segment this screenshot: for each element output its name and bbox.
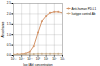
svg-text:10⁻¹: 10⁻¹ [27,57,32,61]
svg-text:0.0: 0.0 [6,53,11,58]
svg-text:Absorbance: Absorbance [1,21,5,37]
svg-text:log (Ab) concentration: log (Ab) concentration [23,63,53,66]
svg-text:2.5: 2.5 [7,1,12,5]
svg-text:10⁻²: 10⁻² [19,57,24,61]
svg-text:0.5: 0.5 [7,43,12,47]
svg-text:Anti-human PD-L1: Anti-human PD-L1 [72,7,97,11]
svg-text:2.0: 2.0 [7,12,12,16]
svg-text:10⁰: 10⁰ [36,57,40,61]
svg-text:1.5: 1.5 [7,22,12,26]
svg-text:1.0: 1.0 [7,33,12,37]
svg-text:10³: 10³ [60,57,64,61]
svg-text:Isotype control Ab: Isotype control Ab [72,12,96,16]
svg-text:10¹: 10¹ [44,57,48,61]
svg-text:10²: 10² [52,57,56,61]
svg-text:10⁻³: 10⁻³ [11,57,16,61]
